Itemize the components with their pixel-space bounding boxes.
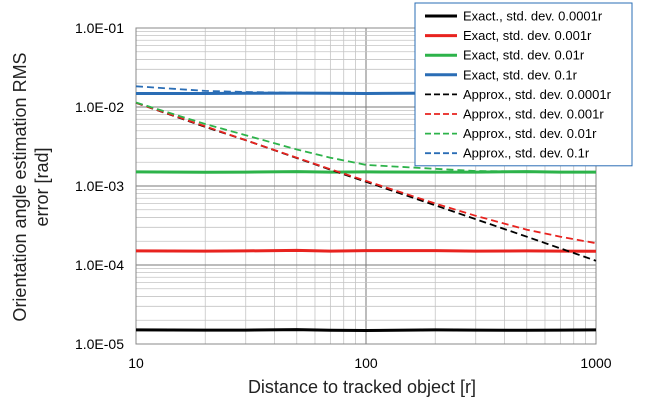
y-tick-label: 1.0E-05 bbox=[75, 336, 124, 352]
y-tick-label: 1.0E-02 bbox=[75, 99, 124, 115]
plot-area bbox=[135, 27, 597, 345]
y-axis-title-line2: error [rad] bbox=[32, 147, 52, 226]
plot-border bbox=[135, 27, 597, 345]
y-tick-label: 1.0E-01 bbox=[75, 20, 124, 36]
legend: Exact., std. dev. 0.0001r Exact, std. dev… bbox=[414, 2, 633, 167]
series-layer bbox=[135, 85, 597, 332]
legend-entry-label: Exact, std. dev. 0.1r bbox=[463, 67, 578, 82]
legend-box bbox=[414, 2, 633, 167]
legend-entry-label: Approx., std. dev. 0.1r bbox=[463, 146, 590, 161]
series-line-7 bbox=[135, 101, 597, 173]
y-tick-label: 1.0E-04 bbox=[75, 257, 124, 273]
y-tick-label: 1.0E-03 bbox=[75, 178, 124, 194]
legend-entry-label: Exact., std. dev. 0.0001r bbox=[463, 9, 603, 24]
legend-entry-label: Exact, std. dev. 0.01r bbox=[463, 48, 585, 63]
y-tick-labels: 1.0E-05 1.0E-04 1.0E-03 1.0E-02 1.0E-01 bbox=[75, 20, 124, 352]
legend-entry-label: Approx., std. dev. 0.01r bbox=[463, 126, 597, 141]
x-tick-label: 10 bbox=[128, 355, 144, 371]
series-line-2 bbox=[135, 248, 597, 253]
y-axis-title-line1: Orientation angle estimation RMS bbox=[10, 52, 30, 321]
x-tick-label: 100 bbox=[354, 355, 378, 371]
legend-entry-label: Approx., std. dev. 0.001r bbox=[463, 107, 604, 122]
series-line-1 bbox=[135, 328, 597, 332]
x-tick-label: 1000 bbox=[580, 355, 611, 371]
x-axis-title: Distance to tracked object [r] bbox=[248, 377, 476, 397]
series-line-6 bbox=[135, 101, 597, 245]
legend-entry-label: Exact, std. dev. 0.001r bbox=[463, 28, 592, 43]
x-tick-labels: 10 100 1000 bbox=[128, 355, 612, 371]
legend-entry-label: Approx., std. dev. 0.0001r bbox=[463, 87, 612, 102]
